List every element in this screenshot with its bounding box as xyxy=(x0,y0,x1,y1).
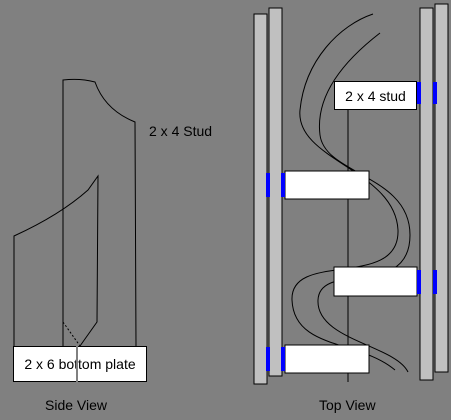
connector-top-right-edge xyxy=(433,82,437,104)
side-view-hidden-line xyxy=(62,218,81,347)
connector-left-upper xyxy=(266,173,270,197)
connector-right-lower xyxy=(417,270,421,294)
right-inner-plate xyxy=(419,7,434,381)
top-view-stud-label: 2 x 4 stud xyxy=(334,81,417,110)
connector-top-right xyxy=(417,82,421,104)
side-view-plate-divider xyxy=(76,346,78,382)
top-view-wavy-line-2 xyxy=(317,32,411,373)
side-view-group xyxy=(13,78,137,347)
left-inner-plate xyxy=(268,7,283,377)
side-view-plate-label-text: 2 x 6 bottom plate xyxy=(24,356,136,372)
top-view-group xyxy=(253,3,449,385)
connector-left-upper-inner xyxy=(281,173,285,197)
side-view-stud-label: 2 x 4 Stud xyxy=(149,123,213,139)
connector-left-lower xyxy=(266,347,270,371)
stud-block-left-upper xyxy=(284,170,370,200)
stud-block-left-lower xyxy=(284,344,370,374)
side-view-stud-outline xyxy=(62,78,137,347)
side-view-caption: Side View xyxy=(45,397,108,413)
side-view-cut-outline xyxy=(13,174,99,347)
right-outer-plate xyxy=(434,3,449,373)
side-view-plate-label: 2 x 6 bottom plate xyxy=(13,346,147,382)
connector-right-lower-edge xyxy=(433,270,437,294)
top-view-caption: Top View xyxy=(319,397,376,413)
stud-block-right-lower xyxy=(333,266,418,297)
top-view-wavy-line-1 xyxy=(291,13,399,371)
left-outer-plate xyxy=(253,13,268,385)
connector-left-lower-inner xyxy=(281,347,285,371)
top-view-stud-label-text: 2 x 4 stud xyxy=(345,87,406,104)
